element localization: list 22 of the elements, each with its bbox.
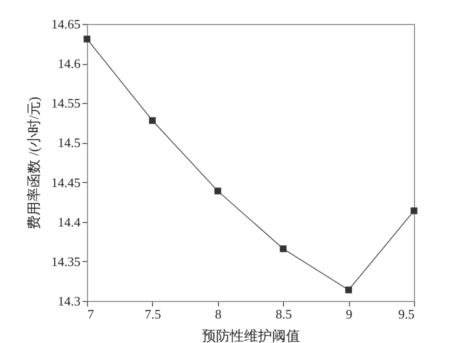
y-tick-label: 14.3 bbox=[58, 294, 80, 308]
y-tick-label: 14.35 bbox=[51, 254, 80, 269]
y-tick-label: 14.55 bbox=[51, 96, 80, 111]
x-tick-label: 8 bbox=[215, 306, 222, 322]
y-tick-label: 14.6 bbox=[58, 56, 81, 72]
point bbox=[84, 36, 90, 42]
x-tick-label: 7 bbox=[88, 306, 94, 322]
y-tick-label: 14.5 bbox=[58, 135, 80, 150]
x-tick-label: 8.5 bbox=[276, 306, 292, 322]
x-tick-label: 7.5 bbox=[144, 306, 162, 322]
y-tick-label: 14.4 bbox=[58, 214, 81, 230]
point bbox=[149, 117, 156, 124]
x-tick-label: 9 bbox=[346, 306, 352, 322]
y-tick-label: 14.45 bbox=[51, 174, 80, 190]
x-axis-title: 预防性维护阈值 bbox=[202, 328, 300, 343]
x-tick-label: 9.5 bbox=[398, 306, 414, 322]
point bbox=[410, 207, 418, 214]
y-axis-title: 费用率函数 /(小时/元) bbox=[26, 96, 42, 230]
y-tick-label: 14.65 bbox=[51, 16, 80, 32]
point bbox=[214, 188, 222, 194]
point bbox=[280, 245, 287, 252]
point bbox=[345, 286, 352, 294]
